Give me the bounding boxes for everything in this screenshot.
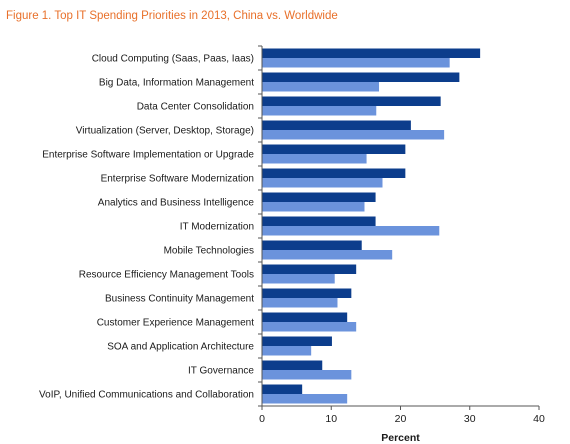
bar-worldwide-6 (262, 202, 365, 212)
bar-china-0 (262, 48, 481, 58)
bar-worldwide-5 (262, 178, 383, 188)
bar-worldwide-14 (262, 394, 348, 404)
chart-title: Figure 1. Top IT Spending Priorities in … (6, 10, 338, 22)
category-label: SOA and Application Architecture (107, 342, 254, 353)
category-labels: Cloud Computing (Saas, Paas, Iaas) Big Da… (39, 54, 254, 401)
x-ticks: 0 10 20 30 40 (259, 406, 545, 425)
x-axis-title: Percent (381, 432, 420, 444)
category-label: Customer Experience Management (97, 318, 255, 329)
category-label: Mobile Technologies (164, 246, 254, 257)
bar-worldwide-4 (262, 154, 367, 164)
bar-worldwide-1 (262, 82, 380, 92)
category-label: Analytics and Business Intelligence (98, 198, 255, 209)
category-label: Resource Efficiency Management Tools (79, 270, 254, 281)
bar-worldwide-9 (262, 274, 335, 284)
bar-china-8 (262, 240, 362, 250)
x-tick-label: 30 (464, 413, 476, 425)
bar-china-2 (262, 96, 441, 106)
bar-china-4 (262, 144, 406, 154)
bar-worldwide-7 (262, 226, 440, 236)
bar-china-12 (262, 336, 332, 346)
bar-china-6 (262, 192, 376, 202)
category-label: Big Data, Information Management (99, 78, 254, 89)
bar-worldwide-13 (262, 370, 352, 380)
bar-worldwide-10 (262, 298, 338, 308)
category-label: Data Center Consolidation (137, 102, 254, 113)
x-tick-label: 10 (325, 413, 337, 425)
bar-china-5 (262, 168, 406, 178)
category-label: VoIP, Unified Communications and Collabo… (39, 390, 254, 401)
category-label: IT Governance (188, 366, 254, 377)
bar-china-11 (262, 312, 348, 322)
bar-china-13 (262, 360, 323, 370)
x-tick-label: 40 (533, 413, 545, 425)
bar-china-10 (262, 288, 352, 298)
category-label: Enterprise Software Modernization (101, 174, 254, 185)
category-label: IT Modernization (180, 222, 254, 233)
bar-worldwide-0 (262, 58, 450, 68)
category-label: Enterprise Software Implementation or Up… (42, 150, 254, 161)
bars-group (262, 48, 481, 404)
x-tick-label: 0 (259, 413, 265, 425)
category-label: Business Continuity Management (105, 294, 254, 305)
bar-china-9 (262, 264, 357, 274)
bar-worldwide-12 (262, 346, 312, 356)
category-label: Virtualization (Server, Desktop, Storage… (76, 126, 254, 137)
bar-china-1 (262, 72, 460, 82)
bar-china-14 (262, 384, 303, 394)
bar-worldwide-8 (262, 250, 393, 260)
bar-worldwide-2 (262, 106, 377, 116)
x-tick-label: 20 (395, 413, 407, 425)
bar-china-7 (262, 216, 376, 226)
bar-worldwide-3 (262, 130, 445, 140)
category-label: Cloud Computing (Saas, Paas, Iaas) (92, 54, 254, 65)
bar-worldwide-11 (262, 322, 357, 332)
bar-china-3 (262, 120, 411, 130)
